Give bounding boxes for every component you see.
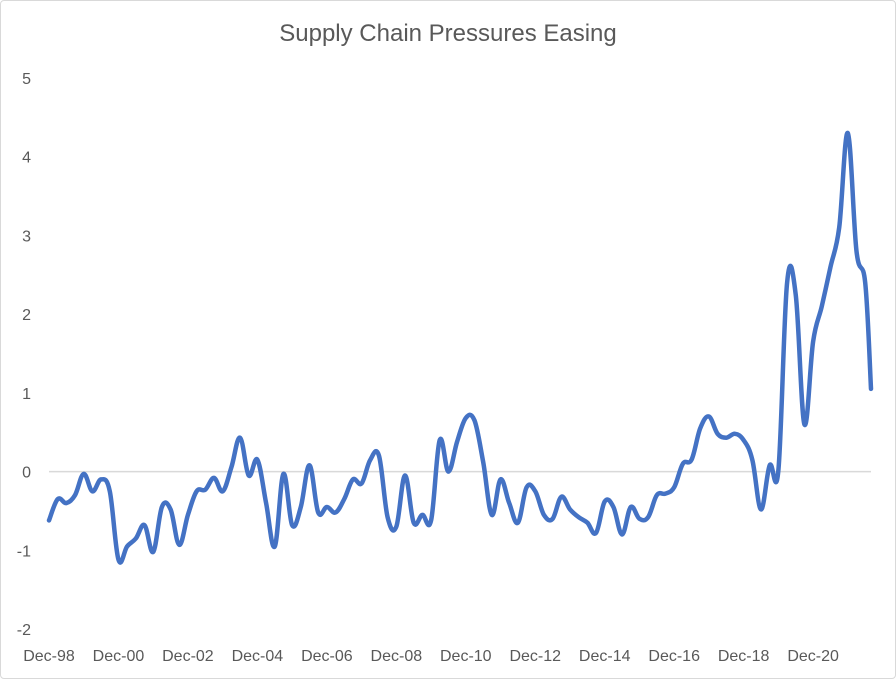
x-tick-label: Dec-02	[162, 648, 214, 665]
series-line	[46, 130, 874, 565]
x-tick-label: Dec-98	[23, 648, 75, 665]
y-tick-label: 0	[22, 465, 31, 482]
y-tick-label: 1	[22, 386, 31, 403]
x-tick-label: Dec-00	[93, 648, 145, 665]
y-tick-label: 5	[22, 71, 31, 88]
x-tick-label: Dec-16	[648, 648, 700, 665]
y-tick-label: -1	[17, 543, 31, 560]
x-tick-label: Dec-20	[787, 648, 839, 665]
y-tick-label: 3	[22, 228, 31, 245]
x-tick-label: Dec-08	[371, 648, 423, 665]
x-tick-label: Dec-04	[232, 648, 284, 665]
y-tick-label: 2	[22, 307, 31, 324]
x-axis-labels: Dec-98 Dec-00 Dec-02 Dec-04 Dec-06 Dec-08 Dec-…	[23, 648, 839, 665]
x-tick-label: Dec-18	[718, 648, 770, 665]
x-tick-label: Dec-12	[509, 648, 561, 665]
x-tick-label: Dec-06	[301, 648, 353, 665]
x-tick-label: Dec-10	[440, 648, 492, 665]
y-tick-label: -2	[17, 622, 31, 639]
chart-title: Supply Chain Pressures Easing	[279, 20, 617, 47]
x-tick-label: Dec-14	[579, 648, 631, 665]
y-axis-labels: 5 4 3 2 1 0 -1 -2	[17, 71, 31, 639]
y-tick-label: 4	[22, 150, 31, 167]
